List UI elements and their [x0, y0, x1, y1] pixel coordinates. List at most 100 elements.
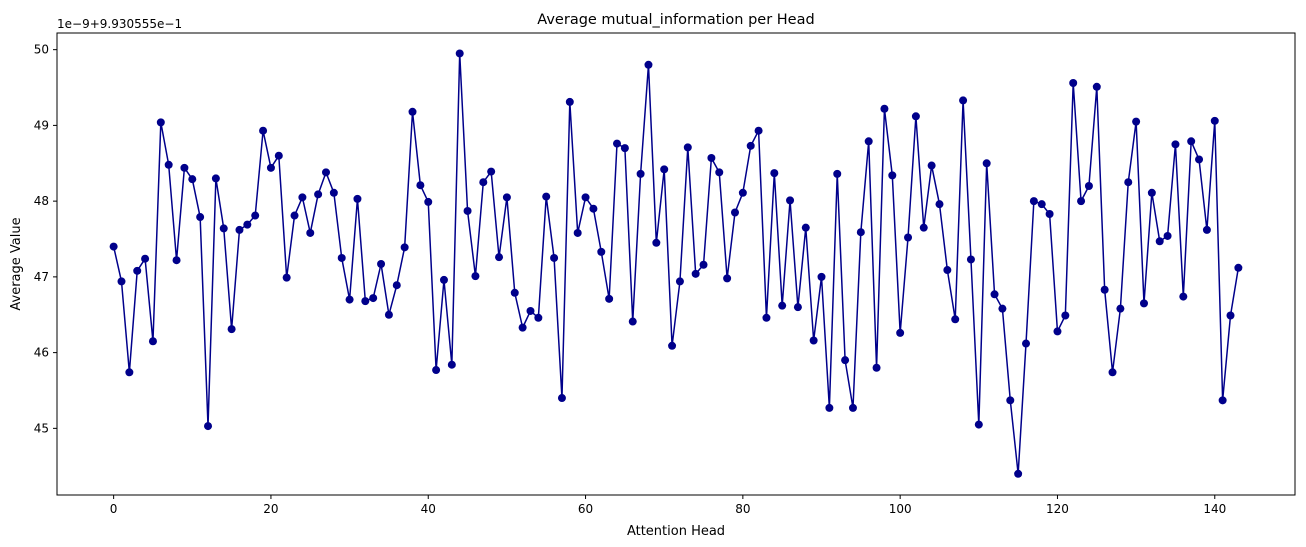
data-point [951, 315, 960, 324]
chart-title: Average mutual_information per Head [537, 12, 814, 28]
data-point [235, 225, 244, 234]
data-point [510, 288, 519, 297]
y-tick-label: 49 [34, 118, 49, 132]
data-point [1061, 311, 1070, 320]
data-point [998, 304, 1007, 313]
data-point [636, 169, 645, 178]
data-point [990, 290, 999, 299]
data-point [974, 420, 983, 429]
data-point [487, 167, 496, 176]
x-tick-label: 140 [1203, 502, 1226, 516]
data-point [408, 107, 417, 116]
data-point [1218, 396, 1227, 405]
data-point [447, 360, 456, 369]
data-point [801, 223, 810, 232]
data-point [227, 325, 236, 334]
data-point [683, 143, 692, 152]
data-point [620, 144, 629, 153]
data-point [1084, 181, 1093, 190]
data-point [660, 165, 669, 174]
y-tick-label: 50 [34, 43, 49, 57]
y-tick-label: 46 [34, 346, 49, 360]
data-point [219, 224, 228, 233]
data-point [675, 277, 684, 286]
y-axis-offset-label: 1e−9+9.930555e−1 [57, 17, 182, 31]
data-point [141, 254, 150, 263]
data-point [715, 168, 724, 177]
x-tick-label: 80 [735, 502, 750, 516]
x-tick-label: 60 [578, 502, 593, 516]
data-point [204, 422, 213, 431]
data-point [1187, 137, 1196, 146]
x-axis-label: Attention Head [627, 524, 725, 539]
data-point [479, 178, 488, 187]
data-point [652, 238, 661, 247]
data-point [888, 171, 897, 180]
data-point [384, 310, 393, 319]
data-point [377, 260, 386, 268]
y-tick-label: 48 [34, 194, 49, 208]
data-point [495, 253, 504, 262]
data-point [392, 281, 401, 290]
data-point [919, 223, 928, 232]
data-point [770, 169, 779, 178]
data-point [848, 403, 857, 412]
x-tick-label: 120 [1046, 502, 1069, 516]
data-point [668, 341, 677, 350]
data-point [762, 313, 771, 322]
data-point [1116, 304, 1125, 313]
data-point [1014, 469, 1023, 478]
data-point [1100, 285, 1109, 294]
data-point [1171, 140, 1180, 149]
data-point [754, 126, 763, 135]
data-point [581, 193, 590, 202]
data-point [439, 275, 448, 284]
data-point [164, 160, 173, 169]
data-point [282, 273, 291, 282]
data-point [518, 323, 527, 332]
data-point [1124, 178, 1133, 187]
data-point [400, 243, 409, 252]
data-point [856, 228, 865, 237]
data-point [1077, 197, 1086, 206]
data-point [841, 356, 850, 365]
data-point [1037, 200, 1046, 209]
data-point [266, 163, 275, 172]
y-axis: 45 46 47 48 49 50 [34, 43, 57, 435]
data-point [432, 366, 441, 375]
data-point [416, 181, 425, 190]
data-point [699, 260, 708, 269]
data-point [613, 139, 622, 148]
data-point [911, 112, 920, 121]
data-point [1029, 197, 1038, 206]
data-point [959, 96, 968, 105]
data-point [133, 266, 142, 275]
data-point [180, 163, 189, 172]
data-point [353, 194, 362, 203]
data-point [935, 200, 944, 209]
series-line [112, 52, 1240, 475]
data-point [290, 211, 299, 220]
data-point [557, 394, 566, 403]
data-point [1179, 292, 1188, 301]
data-point [738, 188, 747, 197]
y-tick-label: 47 [34, 270, 49, 284]
data-point [628, 317, 637, 326]
data-point [329, 188, 338, 197]
data-point [1053, 327, 1062, 336]
data-point [274, 151, 283, 160]
data-point [1108, 368, 1117, 377]
data-point [243, 220, 252, 229]
data-point [526, 306, 535, 315]
data-point [966, 255, 975, 264]
data-point [1210, 116, 1219, 125]
data-point [1195, 155, 1204, 164]
plot-area-frame [56, 32, 1296, 496]
data-point [904, 233, 913, 242]
data-point [723, 274, 732, 283]
data-point [1092, 82, 1101, 91]
data-point [109, 242, 118, 251]
data-point [691, 269, 700, 278]
x-tick-label: 0 [110, 502, 118, 516]
